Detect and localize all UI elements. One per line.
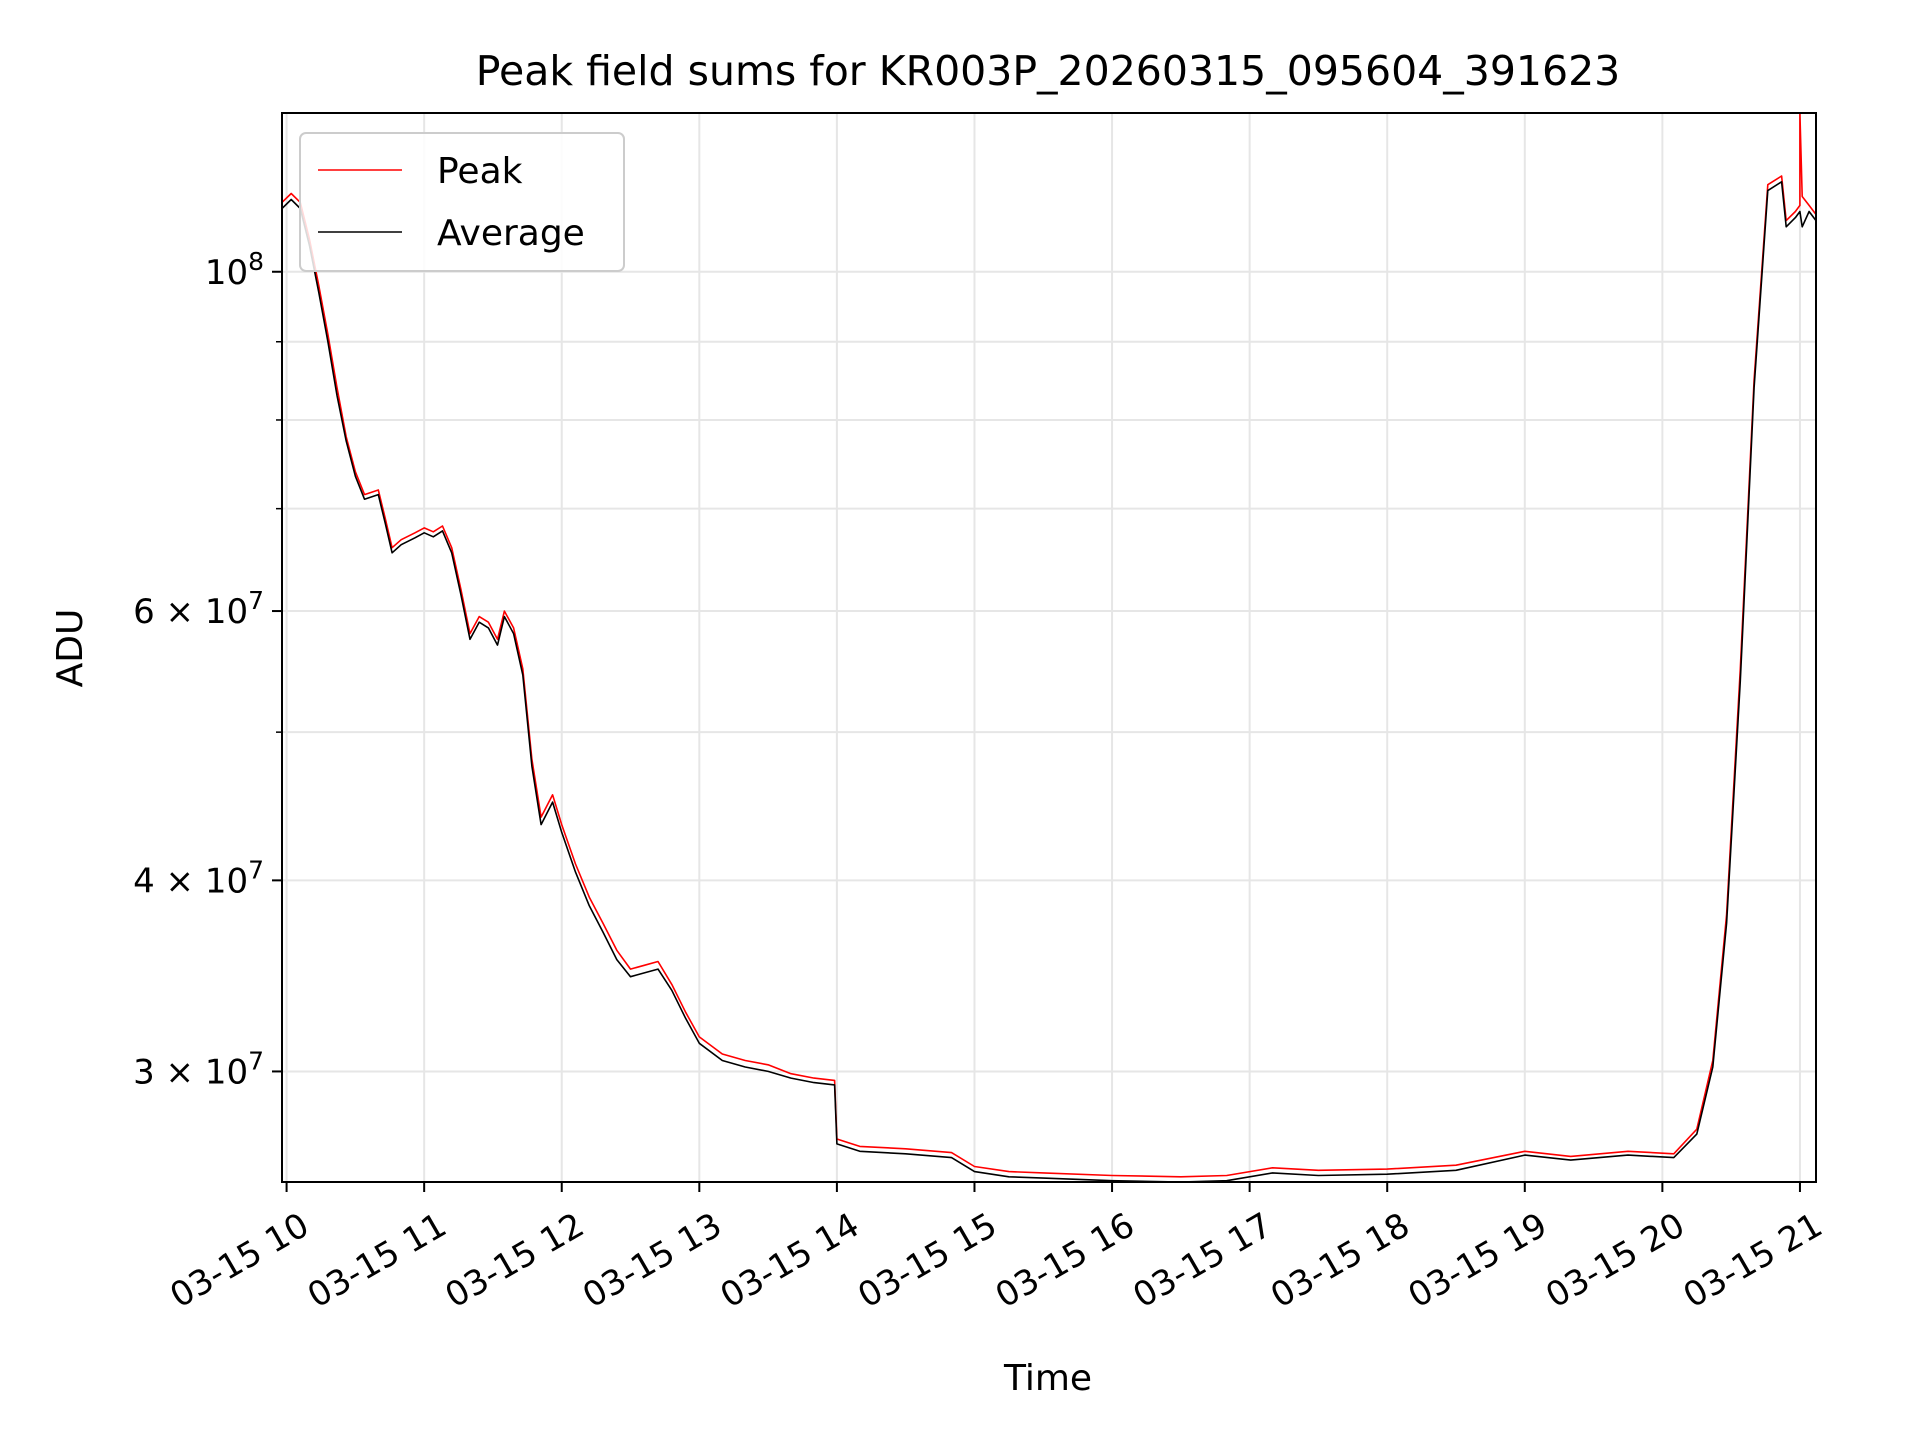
chart-title: Peak field sums for KR003P_20260315_0956… (476, 47, 1621, 95)
y-tick-label: 6 × 107 (133, 586, 264, 632)
legend-label: Peak (437, 151, 523, 192)
y-axis-label: ADU (50, 609, 91, 688)
legend-label: Average (437, 213, 585, 254)
x-axis-label: Time (1003, 1358, 1092, 1399)
legend: Peak Average (300, 133, 624, 271)
y-tick-label: 3 × 107 (133, 1046, 264, 1092)
y-tick-label: 4 × 107 (133, 855, 264, 901)
